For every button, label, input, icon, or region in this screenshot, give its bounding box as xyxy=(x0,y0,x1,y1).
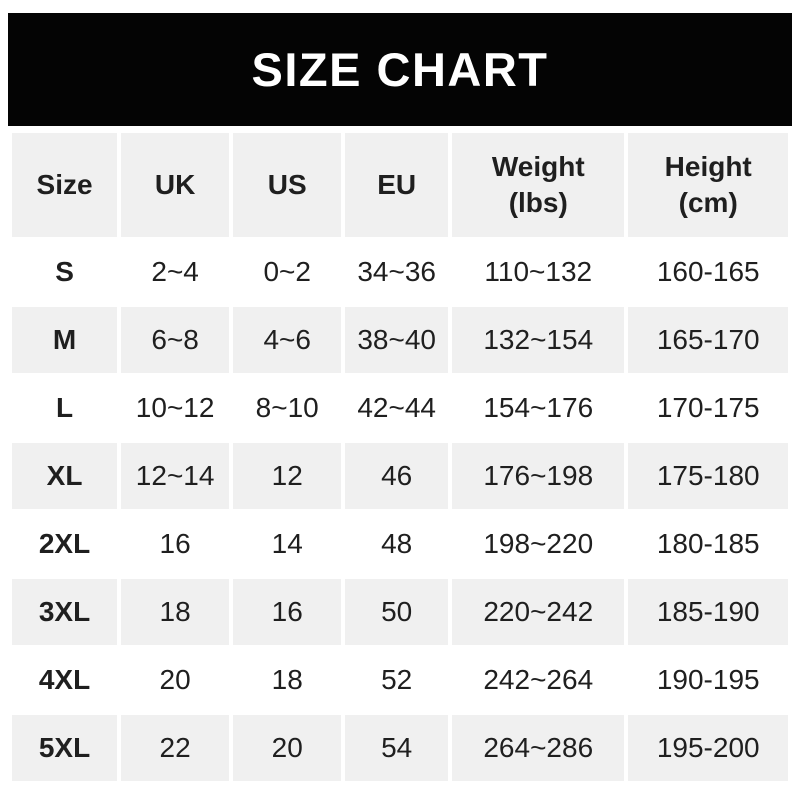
col-header-weight: Weight (lbs) xyxy=(452,133,625,237)
cell-uk: 12~14 xyxy=(121,443,230,509)
cell-eu: 38~40 xyxy=(345,307,449,373)
cell-us: 4~6 xyxy=(233,307,342,373)
cell-height: 190-195 xyxy=(628,647,788,713)
size-label-cell: 5XL xyxy=(12,715,118,781)
cell-us: 14 xyxy=(233,511,342,577)
size-label-cell: 3XL xyxy=(12,579,118,645)
cell-weight: 132~154 xyxy=(452,307,625,373)
cell-us: 18 xyxy=(233,647,342,713)
cell-weight: 176~198 xyxy=(452,443,625,509)
cell-us: 12 xyxy=(233,443,342,509)
table-row: 3XL 18 16 50 220~242 185-190 xyxy=(12,579,788,645)
cell-weight: 242~264 xyxy=(452,647,625,713)
cell-height: 160-165 xyxy=(628,239,788,305)
cell-weight: 198~220 xyxy=(452,511,625,577)
cell-height: 175-180 xyxy=(628,443,788,509)
cell-uk: 10~12 xyxy=(121,375,230,441)
cell-height: 165-170 xyxy=(628,307,788,373)
table-row: 2XL 16 14 48 198~220 180-185 xyxy=(12,511,788,577)
cell-weight: 264~286 xyxy=(452,715,625,781)
size-label-cell: 4XL xyxy=(12,647,118,713)
cell-uk: 2~4 xyxy=(121,239,230,305)
table-row: S 2~4 0~2 34~36 110~132 160-165 xyxy=(12,239,788,305)
cell-eu: 50 xyxy=(345,579,449,645)
cell-uk: 18 xyxy=(121,579,230,645)
cell-eu: 34~36 xyxy=(345,239,449,305)
cell-eu: 48 xyxy=(345,511,449,577)
table-row: 5XL 22 20 54 264~286 195-200 xyxy=(12,715,788,781)
cell-uk: 16 xyxy=(121,511,230,577)
size-chart-table: Size UK US EU Weight (lbs) Height (cm) S… xyxy=(8,131,792,783)
table-row: L 10~12 8~10 42~44 154~176 170-175 xyxy=(12,375,788,441)
cell-height: 195-200 xyxy=(628,715,788,781)
cell-eu: 54 xyxy=(345,715,449,781)
table-row: XL 12~14 12 46 176~198 175-180 xyxy=(12,443,788,509)
size-label-cell: 2XL xyxy=(12,511,118,577)
size-label-cell: L xyxy=(12,375,118,441)
cell-eu: 52 xyxy=(345,647,449,713)
cell-weight: 110~132 xyxy=(452,239,625,305)
cell-us: 0~2 xyxy=(233,239,342,305)
size-label-cell: M xyxy=(12,307,118,373)
cell-us: 16 xyxy=(233,579,342,645)
cell-height: 185-190 xyxy=(628,579,788,645)
cell-eu: 42~44 xyxy=(345,375,449,441)
col-header-height: Height (cm) xyxy=(628,133,788,237)
col-header-eu: EU xyxy=(345,133,449,237)
cell-uk: 20 xyxy=(121,647,230,713)
size-label-cell: XL xyxy=(12,443,118,509)
table-row: M 6~8 4~6 38~40 132~154 165-170 xyxy=(12,307,788,373)
cell-us: 8~10 xyxy=(233,375,342,441)
cell-uk: 6~8 xyxy=(121,307,230,373)
cell-us: 20 xyxy=(233,715,342,781)
col-header-size: Size xyxy=(12,133,118,237)
size-label-cell: S xyxy=(12,239,118,305)
cell-uk: 22 xyxy=(121,715,230,781)
cell-height: 170-175 xyxy=(628,375,788,441)
page-title: SIZE CHART xyxy=(251,43,549,96)
col-header-us: US xyxy=(233,133,342,237)
table-header-row: Size UK US EU Weight (lbs) Height (cm) xyxy=(12,133,788,237)
col-header-uk: UK xyxy=(121,133,230,237)
cell-weight: 220~242 xyxy=(452,579,625,645)
cell-eu: 46 xyxy=(345,443,449,509)
banner: SIZE CHART xyxy=(8,13,792,126)
cell-height: 180-185 xyxy=(628,511,788,577)
cell-weight: 154~176 xyxy=(452,375,625,441)
table-row: 4XL 20 18 52 242~264 190-195 xyxy=(12,647,788,713)
